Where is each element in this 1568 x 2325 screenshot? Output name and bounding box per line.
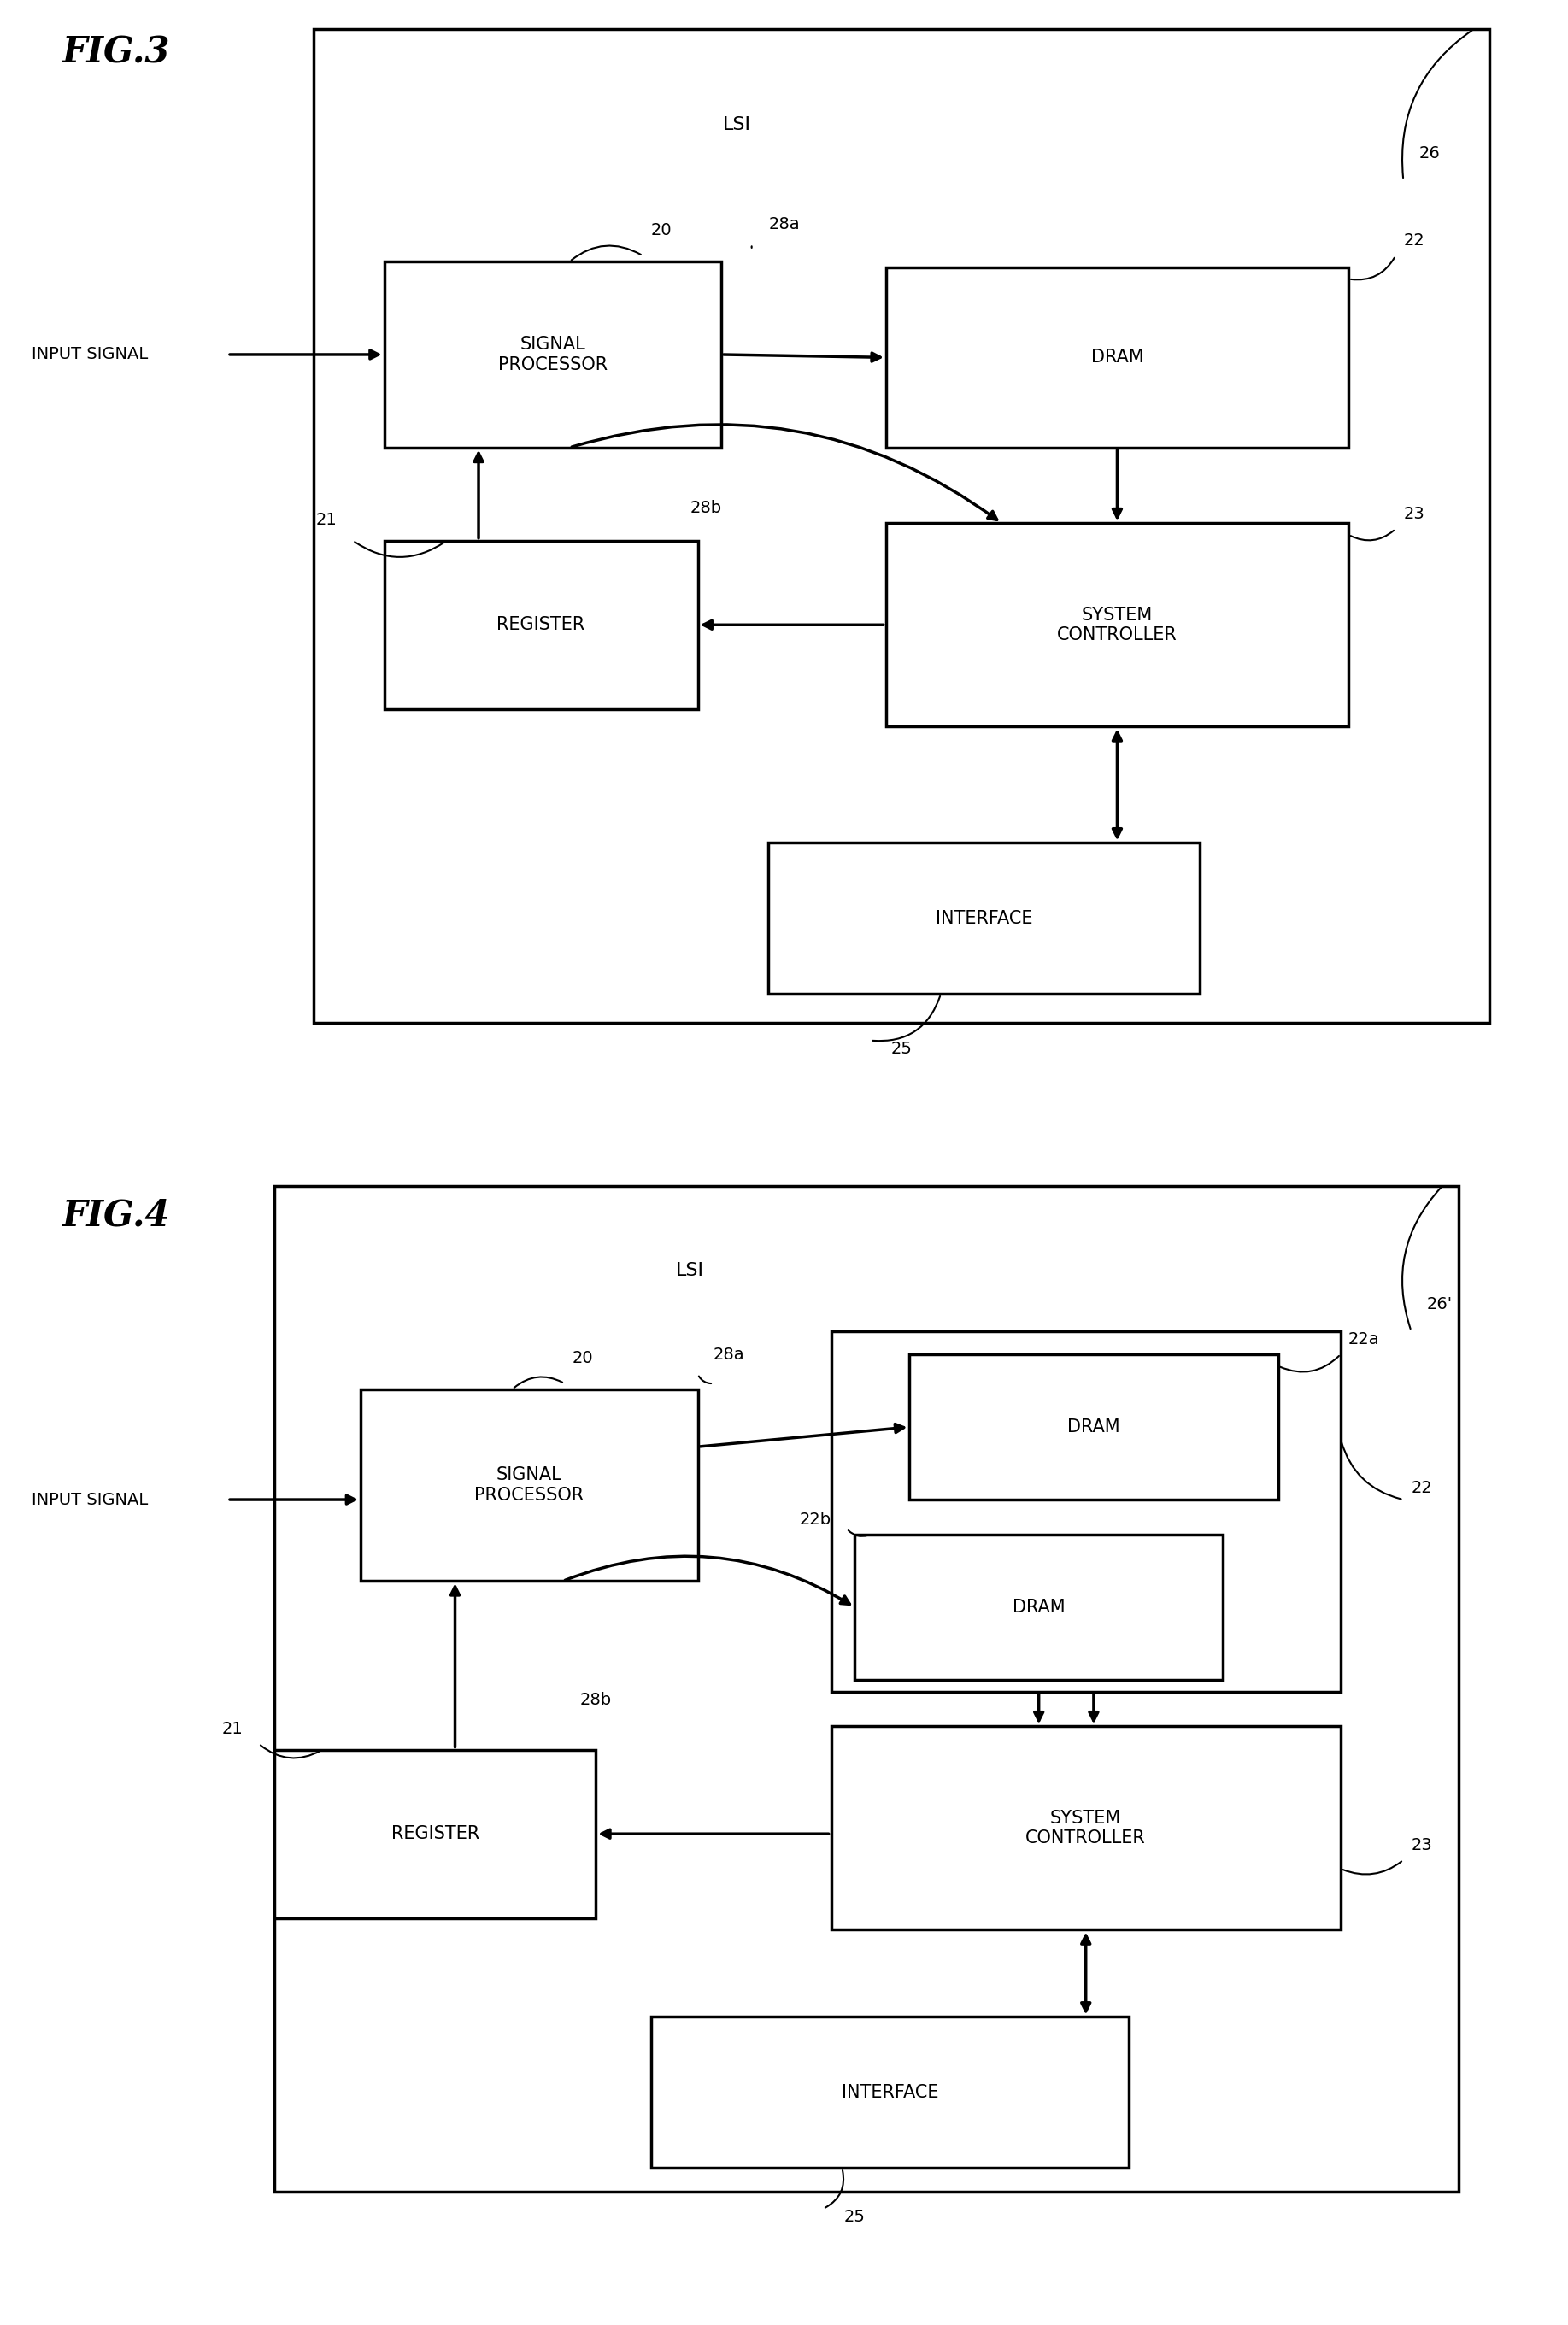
Text: 28b: 28b	[690, 500, 721, 516]
Text: 25: 25	[844, 2209, 866, 2225]
Bar	[651, 2016, 1129, 2167]
Text: DRAM: DRAM	[1091, 349, 1143, 365]
Text: 21: 21	[223, 1720, 243, 1737]
Text: 23: 23	[1411, 1837, 1432, 1853]
Text: 21: 21	[317, 512, 337, 528]
Text: FIG.3: FIG.3	[63, 35, 171, 70]
Text: SYSTEM
CONTROLLER: SYSTEM CONTROLLER	[1057, 607, 1178, 644]
Bar	[384, 539, 698, 709]
Text: LSI: LSI	[676, 1262, 704, 1279]
Bar	[384, 263, 721, 446]
Text: DRAM: DRAM	[1013, 1600, 1065, 1616]
Text: INTERFACE: INTERFACE	[842, 2083, 938, 2102]
Text: INPUT SIGNAL: INPUT SIGNAL	[31, 346, 147, 363]
Bar	[314, 28, 1490, 1023]
Text: INTERFACE: INTERFACE	[936, 909, 1032, 928]
Bar	[274, 1748, 596, 1918]
Text: REGISTER: REGISTER	[390, 1825, 480, 1841]
Text: 20: 20	[572, 1351, 593, 1367]
Bar	[768, 842, 1200, 995]
Text: 28b: 28b	[580, 1690, 612, 1707]
Text: LSI: LSI	[723, 116, 751, 133]
Text: 25: 25	[891, 1042, 913, 1056]
Text: 20: 20	[651, 223, 671, 239]
Text: 23: 23	[1403, 507, 1424, 521]
Text: DRAM: DRAM	[1068, 1418, 1120, 1435]
Bar	[886, 523, 1348, 725]
Bar	[831, 1725, 1341, 1930]
Bar	[855, 1534, 1223, 1679]
Bar	[831, 1330, 1341, 1690]
Text: SYSTEM
CONTROLLER: SYSTEM CONTROLLER	[1025, 1809, 1146, 1846]
Text: 26': 26'	[1427, 1295, 1452, 1311]
Text: SIGNAL
PROCESSOR: SIGNAL PROCESSOR	[475, 1467, 583, 1504]
Text: 22: 22	[1403, 233, 1424, 249]
Text: 22: 22	[1411, 1481, 1432, 1495]
Bar	[361, 1388, 698, 1581]
Text: 22b: 22b	[800, 1511, 831, 1528]
Text: REGISTER: REGISTER	[497, 616, 585, 632]
Bar	[886, 267, 1348, 446]
Text: 28a: 28a	[713, 1346, 745, 1362]
Text: 28a: 28a	[768, 216, 800, 233]
Text: 26: 26	[1419, 144, 1439, 160]
Text: INPUT SIGNAL: INPUT SIGNAL	[31, 1493, 147, 1507]
Text: 22a: 22a	[1348, 1330, 1380, 1346]
Text: FIG.4: FIG.4	[63, 1197, 171, 1232]
Text: SIGNAL
PROCESSOR: SIGNAL PROCESSOR	[499, 337, 607, 372]
Bar	[274, 1186, 1458, 2190]
Bar	[909, 1353, 1278, 1500]
